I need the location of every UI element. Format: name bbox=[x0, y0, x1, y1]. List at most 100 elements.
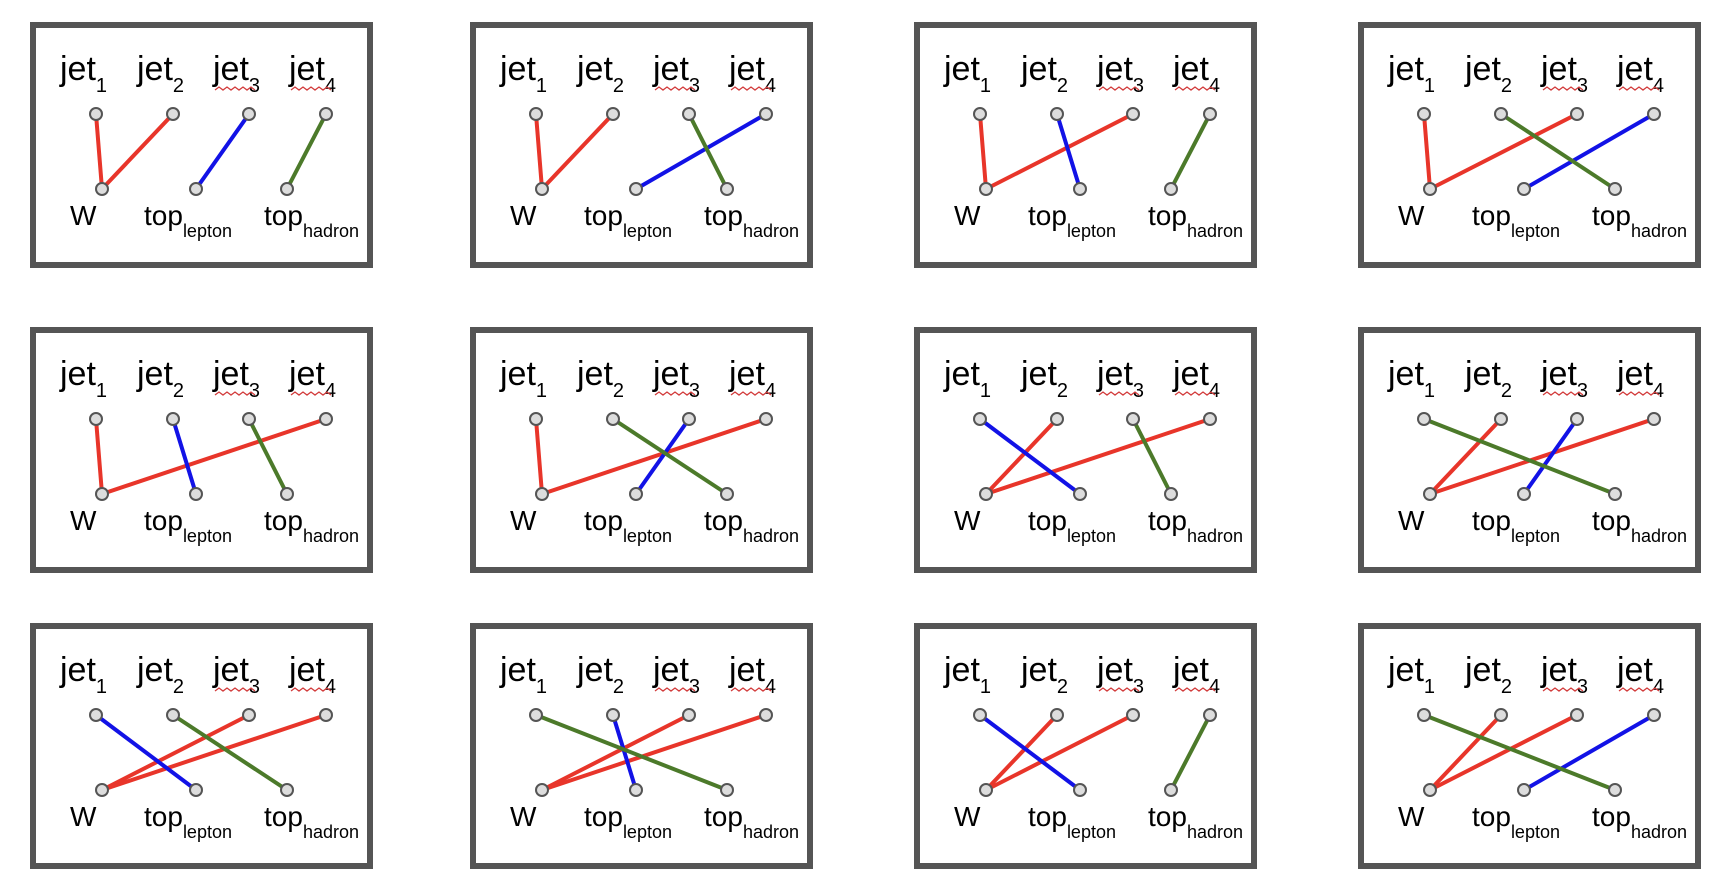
jet-node bbox=[89, 412, 103, 426]
spellcheck-squiggle bbox=[290, 86, 332, 91]
jet-node bbox=[606, 708, 620, 722]
target-node bbox=[1164, 487, 1178, 501]
target-label: tophadron bbox=[704, 801, 799, 842]
spellcheck-squiggle bbox=[654, 391, 696, 396]
jet-label: jet1 bbox=[1387, 651, 1435, 698]
w-connection bbox=[94, 417, 104, 496]
top-hadron-connection bbox=[534, 713, 729, 792]
jet-node bbox=[973, 107, 987, 121]
spellcheck-squiggle bbox=[1174, 391, 1216, 396]
target-node bbox=[1073, 487, 1087, 501]
w-connection bbox=[100, 713, 251, 792]
w-connection bbox=[984, 713, 1059, 792]
jet-node bbox=[89, 708, 103, 722]
spellcheck-squiggle bbox=[214, 687, 256, 692]
jet-node bbox=[1126, 412, 1140, 426]
spellcheck-squiggle bbox=[1174, 687, 1216, 692]
w-connection bbox=[984, 112, 1135, 191]
target-node bbox=[535, 487, 549, 501]
target-label: tophadron bbox=[1148, 801, 1243, 842]
assignment-diagram: jet1 jet2 jet3 jet4 W toplepton tophadron bbox=[943, 50, 1243, 241]
jet-label: jet3 bbox=[1540, 355, 1588, 402]
target-label: toplepton bbox=[1472, 801, 1560, 842]
w-connection bbox=[94, 112, 104, 191]
top-hadron-connection bbox=[1131, 417, 1173, 496]
target-label: tophadron bbox=[1592, 801, 1687, 842]
spellcheck-squiggle bbox=[290, 391, 332, 396]
jet-node bbox=[606, 412, 620, 426]
target-label: W bbox=[1398, 505, 1425, 536]
jet-label: jet1 bbox=[943, 651, 991, 698]
jet-label: jet4 bbox=[1172, 50, 1220, 97]
jet-node bbox=[166, 708, 180, 722]
target-node bbox=[1608, 182, 1622, 196]
jet-node bbox=[1203, 708, 1217, 722]
jet-label: jet1 bbox=[1387, 355, 1435, 402]
jet-node bbox=[1647, 412, 1661, 426]
jet-node bbox=[682, 107, 696, 121]
target-label: tophadron bbox=[264, 505, 359, 546]
jet-node bbox=[1126, 708, 1140, 722]
target-label: W bbox=[1398, 801, 1425, 832]
w-connection bbox=[534, 112, 544, 191]
jet-label: jet4 bbox=[1616, 651, 1664, 698]
top-lepton-connection bbox=[611, 713, 638, 792]
assignment-diagram: jet1 jet2 jet3 jet4 W toplepton tophadron bbox=[499, 355, 799, 546]
jet-node bbox=[319, 412, 333, 426]
target-label: toplepton bbox=[584, 801, 672, 842]
jet-node bbox=[1050, 412, 1064, 426]
jet-node bbox=[1494, 107, 1508, 121]
target-label: tophadron bbox=[1148, 200, 1243, 241]
top-lepton-connection bbox=[1522, 713, 1656, 792]
spellcheck-squiggle bbox=[1098, 391, 1140, 396]
jet-node bbox=[1570, 412, 1584, 426]
target-label: W bbox=[1398, 200, 1425, 231]
jet-label: jet3 bbox=[652, 50, 700, 97]
jet-label: jet4 bbox=[728, 355, 776, 402]
jet-label: jet2 bbox=[1020, 50, 1068, 97]
target-node bbox=[720, 487, 734, 501]
jet-label: jet4 bbox=[1172, 355, 1220, 402]
target-label: toplepton bbox=[1028, 200, 1116, 241]
assignment-diagram: jet1 jet2 jet3 jet4 W toplepton tophadron bbox=[943, 651, 1243, 842]
w-connection bbox=[1428, 417, 1656, 496]
jet-node bbox=[1647, 708, 1661, 722]
jet-node bbox=[529, 708, 543, 722]
target-node bbox=[1164, 783, 1178, 797]
jet-node bbox=[319, 708, 333, 722]
jet-node bbox=[319, 107, 333, 121]
spellcheck-squiggle bbox=[730, 86, 772, 91]
jet-node bbox=[242, 107, 256, 121]
w-connection bbox=[984, 713, 1135, 792]
top-hadron-connection bbox=[1169, 112, 1212, 191]
jet-node bbox=[1417, 708, 1431, 722]
target-node bbox=[1423, 182, 1437, 196]
jet-node bbox=[1494, 412, 1508, 426]
jet-node bbox=[973, 412, 987, 426]
jet-label: jet2 bbox=[1020, 355, 1068, 402]
jet-label: jet2 bbox=[1464, 50, 1512, 97]
w-connection bbox=[1428, 713, 1579, 792]
jet-label: jet4 bbox=[728, 651, 776, 698]
target-node bbox=[979, 182, 993, 196]
target-label: toplepton bbox=[144, 801, 232, 842]
target-node bbox=[629, 487, 643, 501]
jet-node bbox=[682, 708, 696, 722]
jet-label: jet4 bbox=[728, 50, 776, 97]
jet-node bbox=[1570, 107, 1584, 121]
assignment-diagram: jet1 jet2 jet3 jet4 W toplepton tophadron bbox=[943, 355, 1243, 546]
jet-label: jet4 bbox=[1616, 50, 1664, 97]
spellcheck-squiggle bbox=[1174, 86, 1216, 91]
top-lepton-connection bbox=[194, 112, 251, 191]
target-node bbox=[189, 487, 203, 501]
target-node bbox=[720, 182, 734, 196]
spellcheck-squiggle bbox=[730, 687, 772, 692]
jet-node bbox=[973, 708, 987, 722]
target-node bbox=[1517, 182, 1531, 196]
jet-label: jet3 bbox=[1096, 355, 1144, 402]
target-label: tophadron bbox=[704, 505, 799, 546]
